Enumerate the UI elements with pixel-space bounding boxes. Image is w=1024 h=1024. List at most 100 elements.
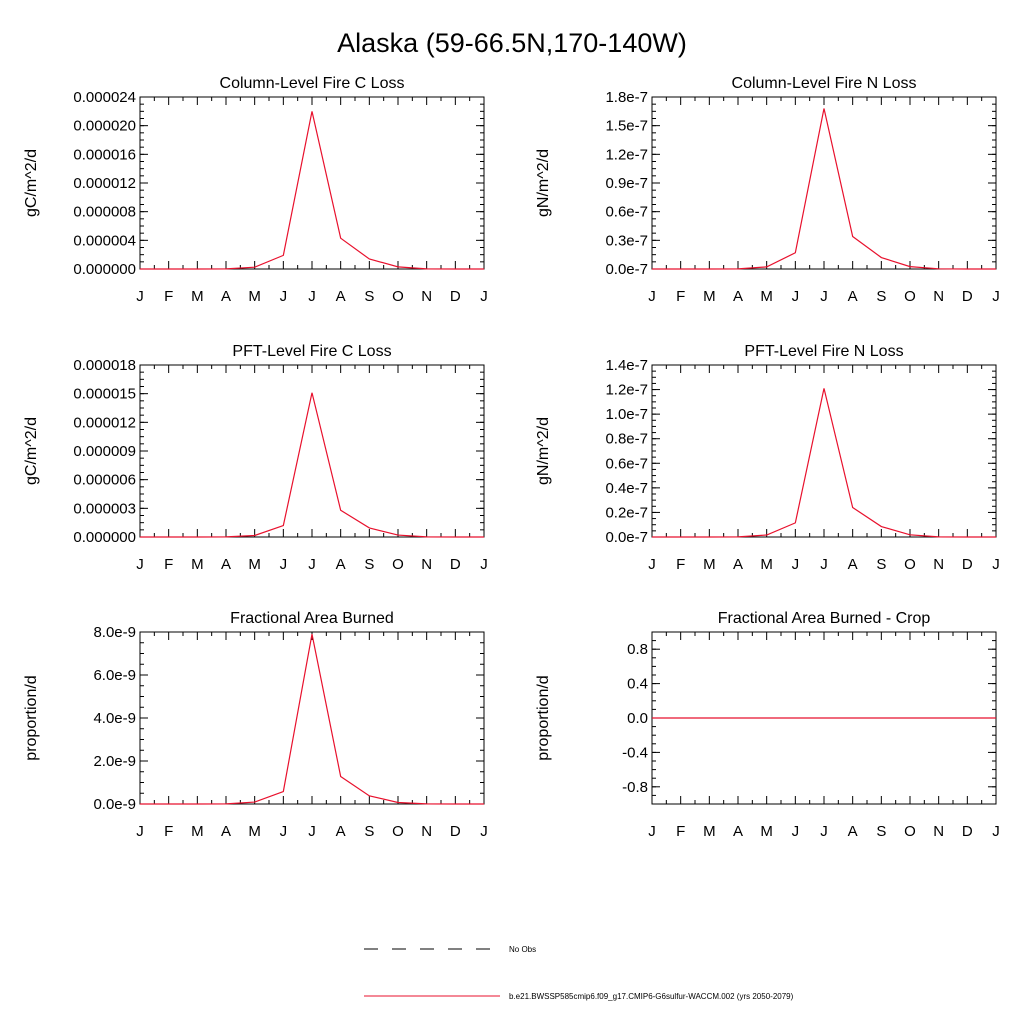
x-tick-label: J	[820, 823, 828, 840]
y-tick-label: -0.4	[622, 744, 648, 761]
x-tick-label: J	[480, 288, 488, 305]
x-tick-label: M	[248, 556, 261, 573]
x-tick-label: N	[421, 556, 432, 573]
x-tick-label: J	[992, 288, 1000, 305]
x-tick-label: N	[933, 556, 944, 573]
y-tick-label: 0.000024	[73, 89, 136, 106]
x-tick-label: J	[480, 823, 488, 840]
y-tick-label: 1.4e-7	[605, 357, 648, 374]
y-tick-label: 8.0e-9	[93, 624, 136, 641]
y-tick-label: 6.0e-9	[93, 667, 136, 684]
series-line	[140, 111, 484, 270]
y-tick-label: 0.000006	[73, 472, 136, 489]
y-tick-label: 0.2e-7	[605, 504, 648, 521]
y-tick-label: -0.8	[622, 779, 648, 796]
x-tick-label: D	[962, 823, 973, 840]
x-tick-label: O	[392, 556, 404, 573]
x-tick-label: S	[876, 556, 886, 573]
y-tick-label: 0.0e-7	[605, 529, 648, 546]
x-tick-label: A	[336, 556, 346, 573]
series-line	[652, 388, 996, 538]
x-tick-label: A	[733, 556, 743, 573]
y-tick-label: 2.0e-9	[93, 753, 136, 770]
x-tick-label: J	[792, 556, 800, 573]
y-tick-label: 0.000004	[73, 232, 136, 249]
legend-obs-label: No Obs	[509, 945, 536, 954]
legend-model-label: b.e21.BWSSP585cmip6.f09_g17.CMIP6-G6sulf…	[509, 992, 794, 1001]
x-tick-label: J	[992, 823, 1000, 840]
x-tick-label: M	[760, 823, 773, 840]
x-tick-label: M	[191, 556, 204, 573]
x-tick-label: D	[450, 823, 461, 840]
x-tick-label: F	[164, 556, 173, 573]
x-tick-label: S	[364, 823, 374, 840]
y-tick-label: 1.0e-7	[605, 406, 648, 423]
y-tick-label: 0.000000	[73, 261, 136, 278]
x-tick-label: F	[676, 288, 685, 305]
y-axis-label: gN/m^2/d	[535, 417, 552, 485]
x-tick-label: J	[820, 288, 828, 305]
y-axis-label: gN/m^2/d	[535, 149, 552, 217]
x-tick-label: J	[792, 823, 800, 840]
y-axis-label: proportion/d	[535, 675, 552, 760]
series-line	[140, 634, 484, 805]
x-tick-label: D	[450, 556, 461, 573]
x-tick-label: F	[676, 556, 685, 573]
x-tick-label: M	[191, 288, 204, 305]
series-line	[652, 108, 996, 270]
x-tick-label: M	[248, 823, 261, 840]
y-tick-label: 1.2e-7	[605, 382, 648, 399]
plot-frame	[651, 96, 997, 270]
x-tick-label: N	[421, 288, 432, 305]
y-tick-label: 0.3e-7	[605, 232, 648, 249]
y-axis-label: gC/m^2/d	[23, 417, 40, 485]
x-tick-label: J	[480, 556, 488, 573]
x-tick-label: A	[848, 823, 858, 840]
x-tick-label: J	[308, 556, 316, 573]
panel-title: Fractional Area Burned	[230, 610, 394, 627]
panel-title: Column-Level Fire C Loss	[220, 75, 405, 92]
y-tick-label: 0.000009	[73, 443, 136, 460]
legend: No Obs b.e21.BWSSP585cmip6.f09_g17.CMIP6…	[364, 945, 794, 1001]
x-tick-label: A	[848, 556, 858, 573]
x-tick-label: N	[933, 288, 944, 305]
x-tick-label: N	[933, 823, 944, 840]
x-tick-label: D	[962, 556, 973, 573]
y-tick-label: 0.000015	[73, 386, 136, 403]
y-axis-label: gC/m^2/d	[23, 149, 40, 217]
x-tick-label: M	[703, 556, 716, 573]
y-tick-label: 0.6e-7	[605, 204, 648, 221]
x-tick-label: J	[308, 823, 316, 840]
y-tick-label: 0.0	[627, 710, 648, 727]
x-tick-label: F	[164, 288, 173, 305]
x-tick-label: S	[364, 556, 374, 573]
panel-title: PFT-Level Fire N Loss	[744, 343, 903, 360]
y-tick-label: 0.4	[627, 676, 648, 693]
y-tick-label: 0.000016	[73, 146, 136, 163]
x-tick-label: J	[136, 823, 144, 840]
y-tick-label: 0.000012	[73, 414, 136, 431]
x-tick-label: A	[221, 288, 231, 305]
x-tick-label: O	[904, 288, 916, 305]
x-tick-label: J	[820, 556, 828, 573]
panel-6: Fractional Area Burned - Crop proportion/…	[535, 610, 1000, 840]
x-tick-label: J	[136, 556, 144, 573]
x-tick-label: A	[336, 823, 346, 840]
plot-frame	[139, 364, 485, 538]
x-tick-label: S	[364, 288, 374, 305]
y-tick-label: 0.000000	[73, 529, 136, 546]
x-tick-label: J	[792, 288, 800, 305]
x-tick-label: M	[760, 556, 773, 573]
x-tick-label: A	[336, 288, 346, 305]
x-tick-label: S	[876, 823, 886, 840]
y-tick-label: 0.000003	[73, 500, 136, 517]
x-tick-label: S	[876, 288, 886, 305]
panel-title: Fractional Area Burned - Crop	[718, 610, 931, 627]
x-tick-label: J	[280, 823, 288, 840]
x-tick-label: N	[421, 823, 432, 840]
